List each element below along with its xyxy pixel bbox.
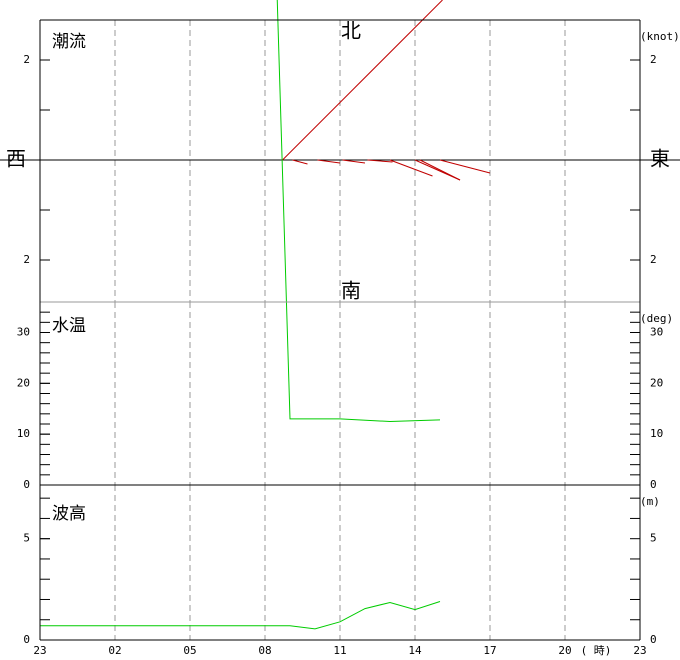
y2-tick-label: 2 xyxy=(650,253,657,266)
compass-north: 北 xyxy=(341,19,361,43)
y-tick-label: 10 xyxy=(17,427,30,440)
y-tick-label: 0 xyxy=(23,478,30,491)
y2-tick-label: 30 xyxy=(650,326,663,339)
current-stick xyxy=(342,159,366,164)
x-tick-label: 20 xyxy=(558,644,571,657)
y-tick-label: 30 xyxy=(17,326,30,339)
y2-tick-label: 2 xyxy=(650,53,657,66)
y2-tick-label: 5 xyxy=(650,532,657,545)
x-tick-label: 17 xyxy=(483,644,496,657)
current-stick xyxy=(282,0,443,161)
y2-tick-label: 0 xyxy=(650,478,657,491)
current-stick xyxy=(419,159,461,181)
y-tick-label: 0 xyxy=(23,633,30,646)
panel-title: 波高 xyxy=(52,504,86,524)
x-tick-label: 14 xyxy=(408,644,422,657)
current-stick xyxy=(292,159,308,165)
y-tick-label: 2 xyxy=(23,53,30,66)
x-tick-label: 05 xyxy=(183,644,196,657)
x-tick-label: 11 xyxy=(333,644,346,657)
unit-label: (knot) xyxy=(640,30,680,43)
current-stick xyxy=(367,159,393,163)
unit-label: (m) xyxy=(640,495,660,508)
y-tick-label: 2 xyxy=(23,253,30,266)
x-tick-label: 23 xyxy=(33,644,46,657)
current-stick xyxy=(389,159,433,177)
compass-west: 西 xyxy=(6,147,26,171)
data-line xyxy=(276,0,441,423)
unit-label: (deg) xyxy=(640,312,673,325)
panel-title: 水温 xyxy=(52,316,86,336)
x-tick-label: 08 xyxy=(258,644,271,657)
panel-title: 潮流 xyxy=(52,32,86,52)
y2-tick-label: 10 xyxy=(650,427,663,440)
compass-east: 東 xyxy=(650,147,670,171)
compass-south: 南 xyxy=(341,279,361,303)
current-stick xyxy=(439,159,491,174)
y2-tick-label: 20 xyxy=(650,376,663,389)
y-tick-label: 5 xyxy=(23,532,30,545)
data-line xyxy=(40,601,441,630)
current-stick xyxy=(317,159,341,164)
y-tick-label: 20 xyxy=(17,376,30,389)
y2-tick-label: 0 xyxy=(650,633,657,646)
x-tick-label: 23 xyxy=(633,644,646,657)
x-axis-label: ( 時) xyxy=(581,644,612,657)
x-tick-label: 02 xyxy=(108,644,121,657)
